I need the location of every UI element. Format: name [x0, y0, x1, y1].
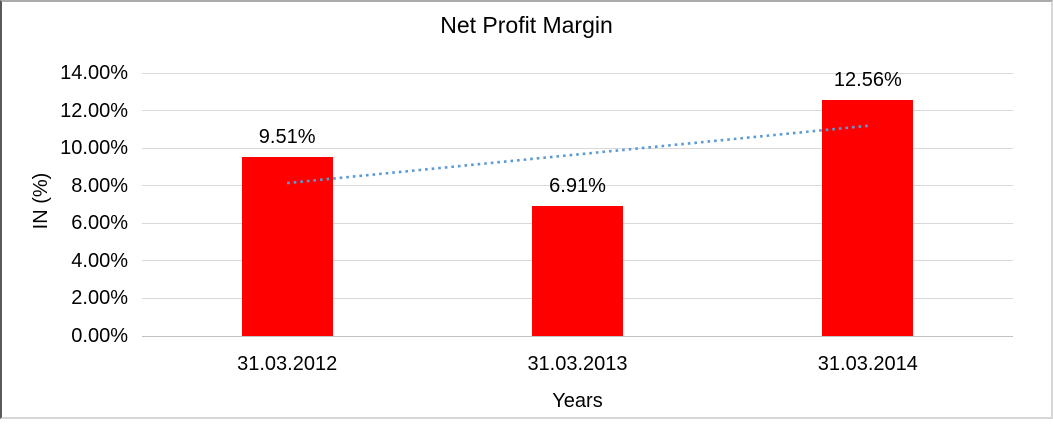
- gridline: [142, 147, 1013, 149]
- bar-value-label: 9.51%: [258, 126, 316, 149]
- bar-value-label: 6.91%: [549, 175, 606, 198]
- x-axis-title: Years: [552, 390, 603, 412]
- bar: [532, 206, 623, 336]
- gridline: [142, 185, 1013, 187]
- y-tick-label: 4.00%: [71, 249, 128, 272]
- gridline: [142, 72, 1013, 74]
- bar: [822, 100, 914, 336]
- chart-title: Net Profit Margin: [440, 12, 613, 38]
- y-tick-label: 0.00%: [71, 325, 128, 347]
- plot-area: 9.51% 6.91% 12.56%: [142, 69, 1013, 337]
- y-tick-label: 14.00%: [60, 62, 128, 84]
- y-tick-label: 6.00%: [71, 212, 128, 235]
- gridline: [142, 110, 1013, 112]
- y-tick-label: 2.00%: [71, 287, 128, 310]
- y-tick-label: 8.00%: [71, 174, 128, 197]
- x-axis-line: [142, 335, 1013, 337]
- trendline-layer: [287, 124, 868, 185]
- bar: [241, 157, 333, 336]
- y-tick-label: 10.00%: [60, 137, 128, 160]
- y-tick-label: 12.00%: [60, 99, 128, 122]
- linear-trendline: [287, 124, 868, 185]
- bar-value-label: 12.56%: [833, 69, 902, 92]
- x-tick-label: 31.03.2012: [237, 353, 338, 375]
- x-tick-label: 31.03.2014: [817, 353, 918, 375]
- x-tick-label: 31.03.2013: [527, 353, 628, 375]
